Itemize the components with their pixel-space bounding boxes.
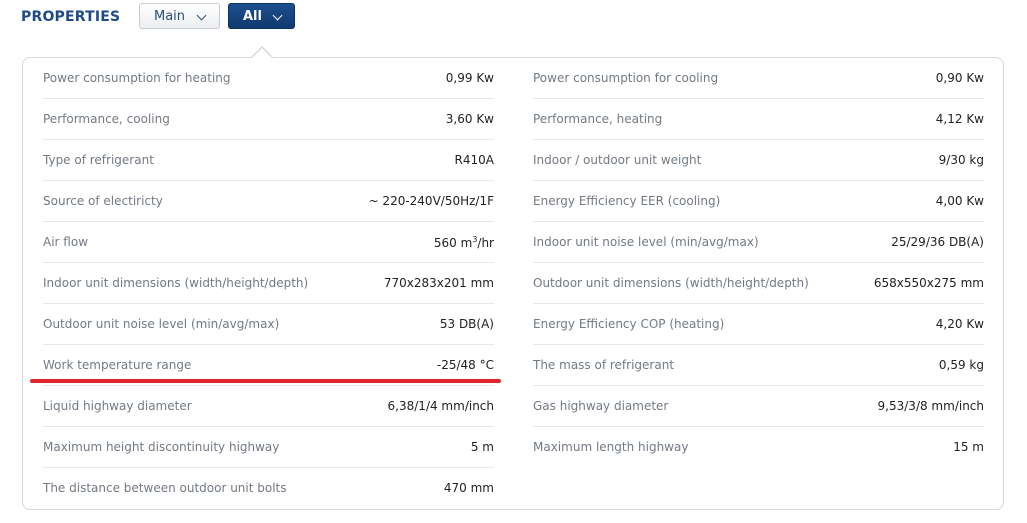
property-value: 0,99 Kw [445,71,494,85]
property-row: Indoor unit noise level (min/avg/max) 25… [533,222,984,263]
all-filter-button[interactable]: All [228,3,295,29]
chevron-down-icon [272,10,283,21]
property-label: Liquid highway diameter [43,399,192,413]
property-row: Performance, heating 4,12 Kw [533,99,984,140]
property-value: 4,20 Kw [935,317,984,331]
property-label: Energy Efficiency COP (heating) [533,317,725,331]
main-filter-button[interactable]: Main [139,3,220,29]
property-row: Gas highway diameter 9,53/3/8 mm/inch [533,386,984,427]
property-label: The mass of refrigerant [533,358,675,372]
property-row: Performance, cooling 3,60 Kw [43,99,494,140]
property-label: Indoor / outdoor unit weight [533,153,702,167]
property-row: Indoor / outdoor unit weight 9/30 kg [533,140,984,181]
property-label: Maximum height discontinuity highway [43,440,280,454]
property-value: 15 m [953,440,984,454]
properties-header: PROPERTIES Main All [0,0,1027,40]
property-row: Energy Efficiency EER (cooling) 4,00 Kw [533,181,984,222]
property-value: 0,59 kg [938,358,984,372]
panel-pointer-fill [251,48,273,59]
property-row: Maximum height discontinuity highway 5 m [43,427,494,468]
property-row: The distance between outdoor unit bolts … [43,468,494,509]
air-flow-value: 560 m [433,236,473,250]
property-value: 658x550x275 mm [873,276,984,290]
property-value: ~ 220-240V/50Hz/1F [368,194,494,208]
highlight-underline [30,379,501,383]
property-label: Energy Efficiency EER (cooling) [533,194,721,208]
property-label: Gas highway diameter [533,399,669,413]
property-row: Indoor unit dimensions (width/height/dep… [43,263,494,304]
property-row: Maximum length highway 15 m [533,427,984,468]
property-row: Outdoor unit dimensions (width/height/de… [533,263,984,304]
property-label: Air flow [43,235,89,249]
property-value: 25/29/36 DB(A) [891,235,984,249]
property-value: 9/30 kg [938,153,984,167]
properties-column-right: Power consumption for cooling 0,90 Kw Pe… [533,58,984,468]
property-label: Indoor unit noise level (min/avg/max) [533,235,759,249]
property-label: Power consumption for cooling [533,71,719,85]
property-label: The distance between outdoor unit bolts [43,481,287,495]
property-value: 470 mm [443,481,494,495]
properties-panel [22,57,1004,510]
chevron-down-icon [196,10,207,21]
property-row: Work temperature range -25/48 °C [43,345,494,386]
property-row: Air flow 560 m3/hr [43,222,494,263]
property-label: Maximum length highway [533,440,689,454]
property-label: Outdoor unit noise level (min/avg/max) [43,317,280,331]
property-label: Performance, cooling [43,112,170,126]
property-value: 4,00 Kw [935,194,984,208]
all-filter-label: All [243,8,262,24]
property-row: Energy Efficiency COP (heating) 4,20 Kw [533,304,984,345]
property-label: Power consumption for heating [43,71,231,85]
properties-column-left: Power consumption for heating 0,99 Kw Pe… [43,58,494,509]
property-label: Indoor unit dimensions (width/height/dep… [43,276,309,290]
property-value: 4,12 Kw [935,112,984,126]
property-value: R410A [454,153,494,167]
property-row: The mass of refrigerant 0,59 kg [533,345,984,386]
property-row: Outdoor unit noise level (min/avg/max) 5… [43,304,494,345]
property-row: Power consumption for cooling 0,90 Kw [533,58,984,99]
property-row: Power consumption for heating 0,99 Kw [43,58,494,99]
property-row: Source of electiricty ~ 220-240V/50Hz/1F [43,181,494,222]
property-value: 560 m3/hr [434,235,494,250]
air-flow-superscript: 3 [472,235,478,244]
property-label: Type of refrigerant [43,153,154,167]
property-value: 53 DB(A) [439,317,494,331]
property-label: Work temperature range [43,358,192,372]
property-value: 0,90 Kw [935,71,984,85]
main-filter-label: Main [154,8,186,24]
property-value: 6,38/1/4 mm/inch [387,399,494,413]
property-value: 770x283x201 mm [383,276,494,290]
property-label: Performance, heating [533,112,663,126]
property-label: Outdoor unit dimensions (width/height/de… [533,276,809,290]
air-flow-suffix: /hr [477,236,494,250]
property-label: Source of electiricty [43,194,163,208]
property-row: Type of refrigerant R410A [43,140,494,181]
property-value: 3,60 Kw [445,112,494,126]
property-value: 5 m [470,440,494,454]
property-value: 9,53/3/8 mm/inch [877,399,984,413]
property-row: Liquid highway diameter 6,38/1/4 mm/inch [43,386,494,427]
property-value: -25/48 °C [436,358,494,372]
page-title: PROPERTIES [21,9,121,25]
